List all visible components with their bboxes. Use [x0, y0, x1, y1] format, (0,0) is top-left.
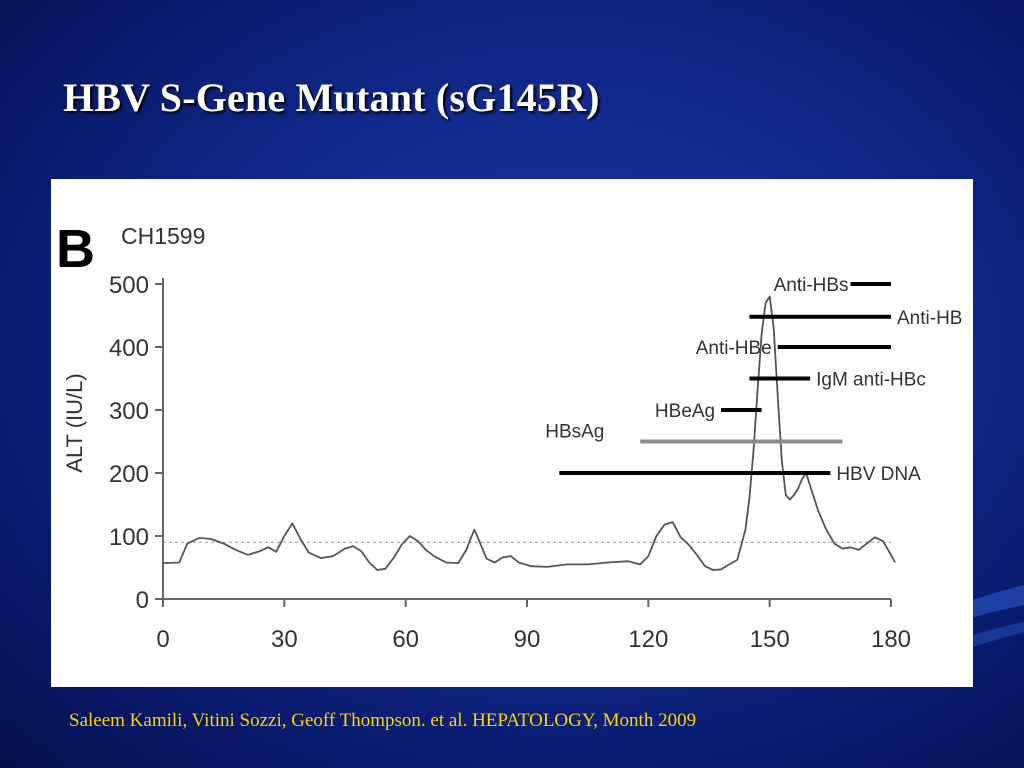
alt-series-line: [162, 295, 896, 571]
citation: Saleem Kamili, Vitini Sozzi, Geoff Thomp…: [69, 710, 697, 731]
x-tick-label: 150: [750, 626, 790, 653]
axes: 0 100 200 300 400 500 0 30 60 90 120 150 180: [109, 272, 911, 653]
x-tick-label: 180: [871, 626, 911, 653]
y-tick-label: 500: [109, 272, 149, 299]
x-tick-label: 120: [628, 626, 668, 653]
marker-label: HBeAg: [655, 401, 715, 422]
series-group: [162, 295, 896, 571]
alt-chart: B CH1599 ALT (IU/L) 0 100 200 300 400 500 0 30 6…: [56, 219, 962, 653]
chart-panel: B CH1599 ALT (IU/L) 0 100 200 300 400 500 0 30 6…: [51, 179, 973, 687]
y-tick-label: 200: [109, 461, 149, 488]
slide-title: HBV S-Gene Mutant (sG145R): [63, 75, 600, 120]
y-tick-label: 0: [136, 587, 149, 614]
panel-label: B: [56, 219, 95, 279]
marker-label: IgM anti-HBc: [816, 370, 926, 391]
y-tick-label: 400: [109, 335, 149, 362]
y-axis-title: ALT (IU/L): [62, 373, 87, 472]
x-tick-label: 0: [156, 626, 169, 653]
x-tick-label: 30: [271, 626, 298, 653]
marker-label: HBsAg: [545, 422, 604, 443]
marker-label: Anti-HBs: [774, 275, 849, 296]
marker-group: Anti-HBs Anti-HB Anti-HBe IgM anti-HBc HBeAg…: [545, 275, 962, 485]
marker-label: HBV DNA: [836, 464, 921, 485]
x-tick-label: 60: [392, 626, 419, 653]
marker-label: Anti-HBe: [696, 338, 772, 359]
x-tick-label: 90: [514, 626, 541, 653]
y-tick-label: 300: [109, 398, 149, 425]
y-tick-label: 100: [109, 524, 149, 551]
patient-id-label: CH1599: [121, 223, 205, 249]
marker-label: Anti-HB: [897, 308, 962, 329]
